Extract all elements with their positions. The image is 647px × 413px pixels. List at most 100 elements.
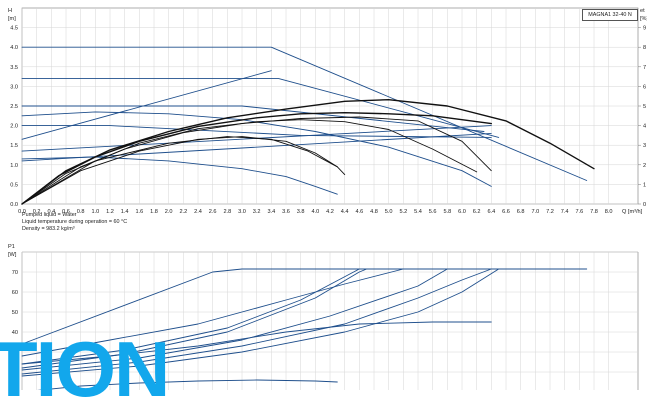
qh-x-tick-label: 5.0 [385,209,393,215]
qh-curve-3 [21,105,485,132]
density-text: Density = 983.2 kg/m³ [22,226,75,232]
qh-curve-13 [21,136,346,205]
p1-y-axis-unit: [W] [8,252,17,258]
qh-x-tick-label: 2.0 [165,209,173,215]
qh-series-group [21,46,595,205]
qh-x-tick-label: 2.6 [209,209,217,215]
qh-curve-4 [21,125,492,138]
qh-x-tick-label: 7.4 [561,209,569,215]
qh-x-tick-label: 1.4 [121,209,129,215]
p1-y-axis-title: P1 [8,244,15,250]
qh-y-tick-label: 1.0 [10,163,18,169]
qh-x-tick-label: 3.2 [253,209,261,215]
qh-y-tick-label: 0.0 [10,202,18,208]
qh-x-tick-label: 0.2 [33,209,41,215]
pump-performance-chart: H [m] et [%] Q [m³/h] 0.0 0.2 0.4 0.6 0.8 1.0… [8,7,647,390]
qh-y2-axis-title: et [640,8,645,14]
qh-x-tick-label: 4.4 [341,209,349,215]
p1-y-tick-label: 30 [12,350,18,356]
qh-x-tick-label: 3.4 [267,209,275,215]
p1-grid [21,251,639,390]
p1-axis-labels: P1 [W] 70 60 50 40 30 [8,244,18,356]
qh-curve-1 [21,46,588,181]
qh-axis-labels: H [m] et [%] Q [m³/h] 0.0 0.2 0.4 0.6 0.8 1.0… [8,8,647,215]
p1-curve-5 [21,268,448,371]
p1-y-tick-label: 70 [12,270,18,276]
qh-x-tick-label: 3.0 [238,209,246,215]
watermark-text: TION [0,325,170,413]
qh-y-tick-label: 3.5 [10,65,18,71]
qh-x-tick-label: 6.0 [458,209,466,215]
qh-x-tick-label: 0.4 [47,209,55,215]
qh-x-tick-label: 6.2 [473,209,481,215]
qh-x-tick-label: 5.8 [443,209,451,215]
qh-x-tick-label: 1.6 [135,209,143,215]
qh-y-tick-label: 2.0 [10,124,18,130]
p1-y-tick-label: 50 [12,310,18,316]
qh-y2-tick-label: 7 [643,65,646,71]
qh-x-tick-label: 4.6 [355,209,363,215]
p1-y-tick-label: 60 [12,290,18,296]
liquid-temperature-text: Liquid temperature during operation = 60… [22,219,128,225]
qh-y2-tick-label: 2 [643,163,646,169]
qh-x-tick-label: 5.2 [399,209,407,215]
qh-y2-tick-label: 6 [643,84,646,90]
p1-curve-9 [37,379,338,390]
qh-x-tick-label: 4.8 [370,209,378,215]
qh-x-tick-label: 3.6 [282,209,290,215]
qh-x-tick-label: 2.4 [194,209,202,215]
qh-x-tick-label: 5.4 [414,209,422,215]
qh-x-axis-label: Q [m³/h] [622,209,643,215]
p1-curve-8 [21,321,492,365]
qh-x-tick-label: 4.0 [311,209,319,215]
p1-series-group [21,268,588,390]
qh-y-tick-label: 2.5 [10,104,18,110]
qh-x-tick-label: 5.6 [429,209,437,215]
p1-curve-6 [21,268,492,375]
qh-y2-tick-label: 0 [643,202,646,208]
p1-curve-7 [21,268,500,377]
qh-x-tick-label: 6.6 [502,209,510,215]
qh-x-tick-label: 0.6 [62,209,70,215]
qh-y-tick-label: 4.5 [10,26,18,32]
qh-y-axis-unit: [m] [8,16,16,22]
qh-y-tick-label: 3.0 [10,84,18,90]
p1-curve-3 [21,268,360,365]
qh-curve-9 [21,156,338,195]
qh-x-tick-label: 3.8 [297,209,305,215]
qh-x-tick-label: 0.8 [77,209,85,215]
qh-x-tick-label: 8.0 [605,209,613,215]
qh-x-tick-label: 1.8 [150,209,158,215]
qh-x-tick-label: 1.2 [106,209,114,215]
qh-x-tick-label: 7.2 [546,209,554,215]
qh-x-tick-label: 2.2 [179,209,187,215]
qh-curve-5 [21,70,272,140]
p1-curve-2 [21,268,404,357]
qh-curve-15 [21,136,338,205]
qh-x-tick-label: 2.8 [223,209,231,215]
pump-model-label: MAGNA1 32-40 N [582,9,638,21]
qh-x-tick-label: 6.8 [517,209,525,215]
qh-curve-11 [21,99,595,205]
pumped-liquid-text: Pumped liquid = Water [22,212,77,218]
qh-x-tick-label: 1.0 [91,209,99,215]
qh-x-tick-label: 4.2 [326,209,334,215]
qh-x-tick-label: 7.8 [590,209,598,215]
qh-y2-axis-unit: [%] [640,16,647,22]
qh-y2-tick-label: 4 [643,124,646,130]
qh-y-tick-label: 4.0 [10,45,18,51]
qh-y-tick-label: 0.5 [10,182,18,188]
qh-y2-tick-label: 9 [643,26,646,32]
qh-x-tick-label: 0.0 [18,209,26,215]
qh-y2-tick-label: 5 [643,104,646,110]
p1-curve-1 [21,268,588,345]
qh-y2-tick-label: 1 [643,182,646,188]
p1-y-tick-label: 40 [12,330,18,336]
qh-x-tick-label: 6.4 [487,209,495,215]
qh-curve-7 [21,132,492,162]
qh-y2-tick-label: 8 [643,45,646,51]
qh-y-axis-title: H [8,8,12,14]
qh-x-tick-label: 7.0 [531,209,539,215]
qh-curve-8 [21,111,492,187]
qh-curve-2 [21,78,500,138]
